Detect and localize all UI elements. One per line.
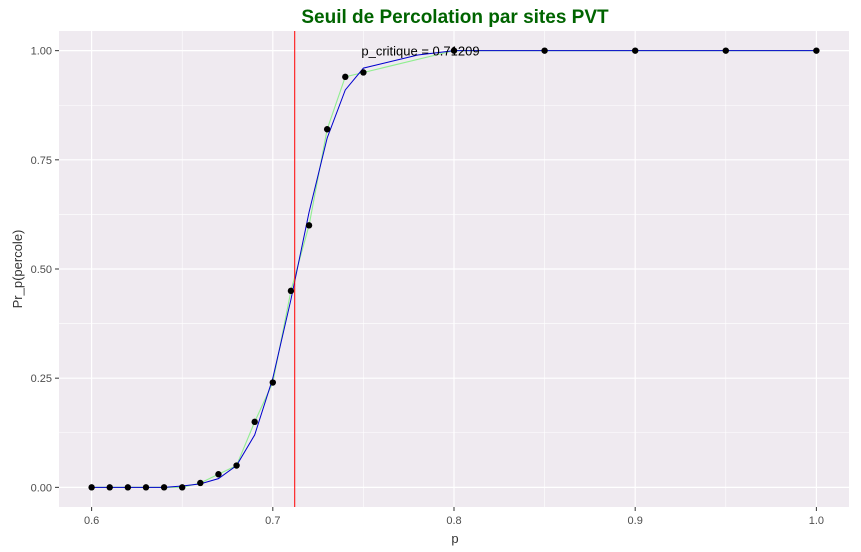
- data-point: [450, 47, 458, 54]
- data-point: [160, 484, 168, 491]
- x-tick-label: 0.9: [628, 515, 643, 527]
- y-tick-label: 0.00: [31, 482, 52, 494]
- data-point: [106, 484, 113, 491]
- grid-major: [59, 31, 849, 507]
- data-point: [287, 287, 295, 295]
- data-point: [269, 379, 277, 386]
- x-tick-label: 0.7: [265, 515, 280, 527]
- data-point: [179, 484, 186, 491]
- y-axis: 0.00 0.25 0.50 0.75 1.00: [31, 46, 59, 494]
- data-point: [631, 47, 639, 54]
- y-tick-label: 0.25: [31, 373, 52, 385]
- data-point: [813, 47, 820, 54]
- data-point: [124, 484, 132, 491]
- data-point: [197, 479, 204, 487]
- data-point: [251, 418, 258, 426]
- data-point: [142, 484, 150, 491]
- data-point: [305, 222, 313, 229]
- data-point: [233, 462, 240, 469]
- data-point: [541, 47, 548, 54]
- x-axis-title: p: [451, 531, 458, 546]
- critical-p-annotation: p_critique = 0.71209: [361, 44, 479, 59]
- data-point: [360, 69, 367, 76]
- data-point: [722, 47, 729, 54]
- y-axis-title: Pr_p(percole): [10, 230, 25, 309]
- data-points: [88, 47, 820, 491]
- y-tick-label: 0.75: [31, 155, 52, 167]
- data-point: [215, 471, 222, 478]
- y-tick-label: 0.50: [31, 264, 52, 276]
- data-point: [342, 73, 349, 81]
- data-point: [88, 484, 95, 491]
- x-tick-label: 1.0: [809, 515, 824, 527]
- data-point: [323, 126, 331, 133]
- y-tick-label: 1.00: [31, 46, 52, 58]
- x-axis: 0.6 0.7 0.8 0.9 1.0: [84, 507, 824, 527]
- x-tick-label: 0.8: [446, 515, 461, 527]
- x-tick-label: 0.6: [84, 515, 99, 527]
- chart-title: Seuil de Percolation par sites PVT: [301, 7, 609, 28]
